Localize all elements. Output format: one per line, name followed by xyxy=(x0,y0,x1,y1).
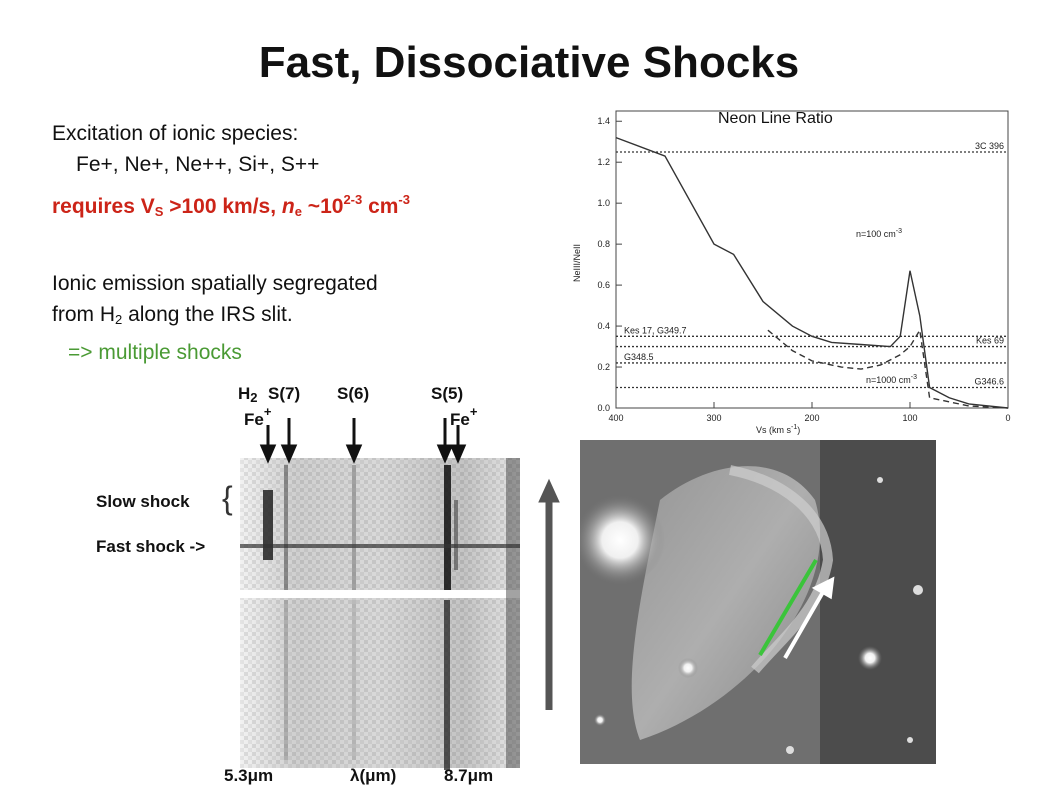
neon-plot: 3C 396 Kes 17, G349.7 Kes 69 G348.5 G346.6 0… xyxy=(566,103,1020,448)
label-s5: S(5) xyxy=(431,384,464,403)
label-h2: H2 xyxy=(238,384,258,405)
text-ionic-emission: Ionic emission spatially segregated xyxy=(52,272,378,295)
text-species: Fe+, Ne+, Ne++, Si+, S++ xyxy=(76,153,320,176)
text-requirements: requires VS >100 km/s, ne ~102-3 cm-3 xyxy=(52,192,410,219)
req-ne-sub: e xyxy=(294,204,302,219)
seg-along: along the IRS slit. xyxy=(122,303,293,326)
curve-label-100-sup: -3 xyxy=(896,228,902,235)
label-fe-right-sup: + xyxy=(469,404,478,419)
x-label-left: 5.3μm xyxy=(224,766,274,785)
slow-shock-brace: { xyxy=(222,480,233,516)
y-tick-label-0: 0.0 xyxy=(597,403,610,413)
slide-title: Fast, Dissociative Shocks xyxy=(258,38,800,87)
curve-label-100: n=100 cm-3 xyxy=(856,228,902,239)
y-tick-label-7: 1.4 xyxy=(597,116,610,126)
curve-label-1000: n=1000 cm-3 xyxy=(866,374,917,385)
label-fast-shock: Fast shock -> xyxy=(96,537,206,556)
direction-arrow xyxy=(783,576,835,659)
y-tick-label-3: 0.6 xyxy=(597,280,610,290)
plot-xlabel-end: ) xyxy=(797,425,800,435)
y-tick-label-6: 1.2 xyxy=(597,157,610,167)
spectrum-graphic xyxy=(240,418,560,770)
ref-label-2: Kes 69 xyxy=(976,336,1004,346)
neon-plot-svg: 3C 396 Kes 17, G349.7 Kes 69 G348.5 G346.6 0… xyxy=(572,110,1011,435)
text-h2-slit: from H2 along the IRS slit. xyxy=(52,303,293,327)
req-vs: requires V xyxy=(52,195,155,218)
series-line-0 xyxy=(615,136,1009,409)
irs-slit-line xyxy=(758,558,818,657)
label-slow-shock: Slow shock xyxy=(96,492,190,511)
series-line-1 xyxy=(767,328,1009,409)
req-unit: cm xyxy=(362,195,399,218)
x-tick-label-2: 200 xyxy=(804,413,819,423)
ref-label-1: Kes 17, G349.7 xyxy=(624,325,687,335)
label-h2-sub: 2 xyxy=(250,390,258,405)
curve-label-1000-sup: -3 xyxy=(911,374,917,381)
x-label-right: 8.7μm xyxy=(444,766,494,785)
seg-from: from H xyxy=(52,303,115,326)
x-tick-label-3: 100 xyxy=(902,413,917,423)
ref-label-4: G346.6 xyxy=(974,377,1004,387)
plot-frame xyxy=(615,110,1009,409)
plot-xlabel-sup: -1 xyxy=(791,424,797,431)
label-s7: S(7) xyxy=(268,384,301,403)
plot-ylabel: NeIII/NeII xyxy=(572,244,582,282)
req-unit-exp: -3 xyxy=(398,192,410,207)
y-tick-label-4: 0.8 xyxy=(597,239,610,249)
req-density: ~10 xyxy=(301,195,344,218)
x-tick-label-4: 0 xyxy=(1005,413,1010,423)
sky-image-graphic xyxy=(580,440,936,764)
label-s6: S(6) xyxy=(337,384,370,403)
plot-xlabel: Vs (km s-1) xyxy=(756,424,800,435)
seg-h2-sub: 2 xyxy=(115,312,123,327)
req-density-exp: 2-3 xyxy=(343,192,363,207)
ref-label-3: G348.5 xyxy=(624,352,654,362)
req-vs-sub: S xyxy=(154,204,164,219)
x-tick-label-1: 300 xyxy=(706,413,721,423)
plot-title: Neon Line Ratio xyxy=(718,110,833,127)
sky-image xyxy=(580,440,936,764)
label-fe-left-main: Fe xyxy=(244,410,264,429)
label-h2-main: H xyxy=(238,384,251,403)
spectrum-figure: H2 S(7) S(6) S(5) Fe+ Fe+ Slow shock { F… xyxy=(88,380,568,788)
req-vs-value: >100 km/s, xyxy=(163,195,282,218)
x-tick-label-0: 400 xyxy=(608,413,623,423)
curve-label-100-main: n=100 cm xyxy=(856,229,896,239)
label-fe-left: Fe+ xyxy=(244,404,271,430)
y-tick-label-2: 0.4 xyxy=(597,321,610,331)
label-fe-right: Fe+ xyxy=(450,404,477,430)
ref-label-0: 3C 396 xyxy=(975,141,1004,151)
label-fe-left-sup: + xyxy=(263,404,272,419)
x-label-mid: λ(μm) xyxy=(350,766,397,785)
curve-label-1000-main: n=1000 cm xyxy=(866,375,911,385)
req-ne: n xyxy=(281,195,295,218)
plot-xlabel-main: Vs (km s xyxy=(756,425,791,435)
y-tick-label-5: 1.0 xyxy=(597,198,610,208)
y-tick-label-1: 0.2 xyxy=(597,362,610,372)
text-multiple-shocks: => multiple shocks xyxy=(68,341,242,364)
label-fe-right-main: Fe xyxy=(450,410,470,429)
text-excitation: Excitation of ionic species: xyxy=(52,122,299,145)
